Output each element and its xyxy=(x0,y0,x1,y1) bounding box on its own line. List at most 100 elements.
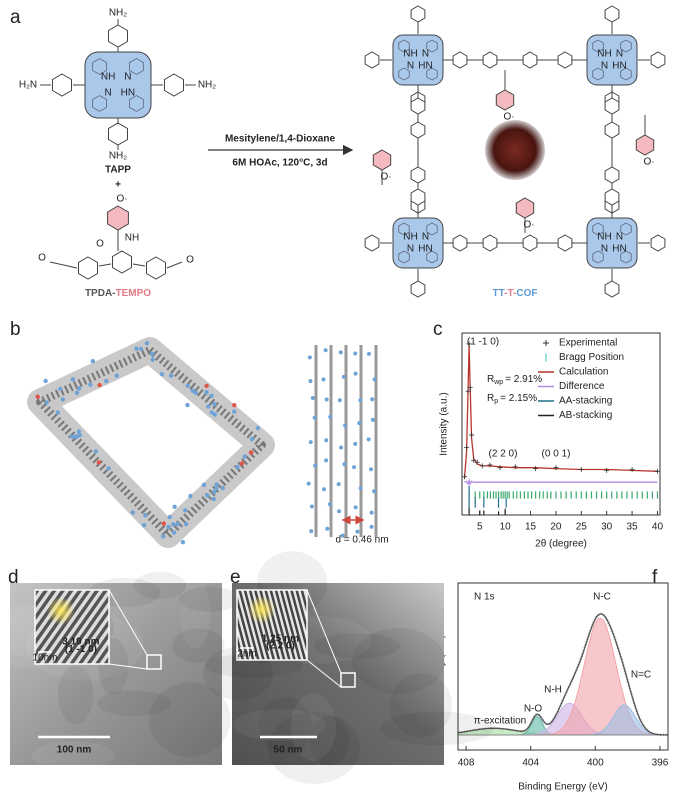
bond xyxy=(49,261,78,269)
atom xyxy=(239,461,245,466)
porphyrin xyxy=(586,217,638,269)
ring xyxy=(604,166,620,184)
atom xyxy=(55,410,61,415)
ring xyxy=(410,121,426,139)
atom xyxy=(214,482,219,487)
atom xyxy=(309,529,314,534)
peak-annotation: (1 -1 0) xyxy=(467,337,499,348)
atom xyxy=(353,351,358,356)
pyrrole-rings xyxy=(398,222,438,264)
x-tick-label: 396 xyxy=(652,758,669,769)
ring xyxy=(650,234,666,252)
cof-powder xyxy=(485,120,545,180)
atom xyxy=(160,534,166,539)
data-point xyxy=(654,468,660,474)
atom-label: N xyxy=(407,61,414,72)
lattice-plane: (1 -1 0) xyxy=(65,644,97,655)
atom xyxy=(93,449,99,454)
atom xyxy=(328,415,333,420)
tem-texture xyxy=(352,628,446,695)
product-name: TT-T-COF xyxy=(493,288,538,299)
x-tick-label: 25 xyxy=(576,522,588,533)
atom xyxy=(249,436,255,442)
atom-label: O xyxy=(38,253,46,264)
atom-label: O· xyxy=(523,220,534,231)
component-label: N-O xyxy=(524,704,543,715)
data-point xyxy=(497,465,503,471)
atom-label: NH xyxy=(101,72,115,83)
monomer-name-part: TEMPO xyxy=(116,288,152,299)
atom xyxy=(206,404,211,409)
plot-frame xyxy=(461,332,661,516)
tem-texture xyxy=(149,682,231,758)
atom xyxy=(44,400,49,405)
ring xyxy=(410,97,426,115)
data-point xyxy=(629,467,635,472)
atom xyxy=(143,512,148,518)
atom xyxy=(159,372,165,377)
atom xyxy=(171,522,176,527)
atom xyxy=(106,466,111,471)
atom xyxy=(77,433,83,438)
atom xyxy=(168,373,174,378)
monomer-name: TAPP xyxy=(105,165,131,176)
component-label: π-excitation xyxy=(474,716,526,727)
atom xyxy=(193,390,198,396)
atom xyxy=(322,487,327,492)
atom xyxy=(185,383,190,388)
atom xyxy=(372,377,377,382)
panel-letter: e xyxy=(230,567,241,588)
panel-letter: b xyxy=(10,319,21,340)
atom-label: N xyxy=(601,244,608,255)
ring xyxy=(410,280,426,298)
data-point xyxy=(464,445,470,451)
ring xyxy=(410,5,426,23)
product-name-part: COF xyxy=(516,288,537,299)
data-point xyxy=(471,457,477,463)
x-tick-label: 20 xyxy=(550,522,562,533)
atom-label: NH xyxy=(403,232,417,243)
atom xyxy=(353,505,358,510)
x-tick-label: 400 xyxy=(587,758,604,769)
atom xyxy=(149,351,155,357)
ring xyxy=(364,234,380,252)
atom xyxy=(369,524,374,529)
ring xyxy=(108,122,128,146)
atom-label: N xyxy=(616,232,623,243)
panel-letter: f xyxy=(652,567,658,588)
x-axis-label: 2θ (degree) xyxy=(535,539,587,550)
lattice-spacing: 1.25 nm xyxy=(262,634,299,645)
data-point xyxy=(462,474,468,480)
atom xyxy=(369,510,374,515)
tem-texture xyxy=(180,578,211,649)
tem-texture xyxy=(379,711,494,746)
atom xyxy=(220,485,226,491)
legend-label: AB-stacking xyxy=(559,410,612,421)
r-value: = 2.15% xyxy=(500,393,537,404)
atom xyxy=(144,341,150,346)
amine-label: NH₂ xyxy=(109,151,127,162)
plus-sign: + xyxy=(115,180,121,191)
legend-label: Experimental xyxy=(559,338,617,349)
atom xyxy=(358,398,363,403)
data-point xyxy=(604,467,610,473)
atom xyxy=(308,440,313,445)
series-line xyxy=(464,477,658,486)
atom-label: O xyxy=(96,239,104,250)
amine-label: NH₂ xyxy=(198,80,216,91)
atom xyxy=(205,493,210,498)
atom xyxy=(358,486,363,491)
data-point xyxy=(479,463,485,469)
x-tick-label: 40 xyxy=(652,522,664,533)
framework-ring xyxy=(27,337,275,548)
condition: Mesitylene/1,4-Dioxane xyxy=(225,134,335,145)
atom xyxy=(183,508,188,513)
x-tick-label: 404 xyxy=(522,758,539,769)
panel-letter: c xyxy=(433,319,443,340)
atom xyxy=(141,522,147,528)
ring xyxy=(146,256,166,280)
atom xyxy=(324,458,329,463)
atom xyxy=(43,378,48,384)
zoom-line xyxy=(306,659,342,688)
